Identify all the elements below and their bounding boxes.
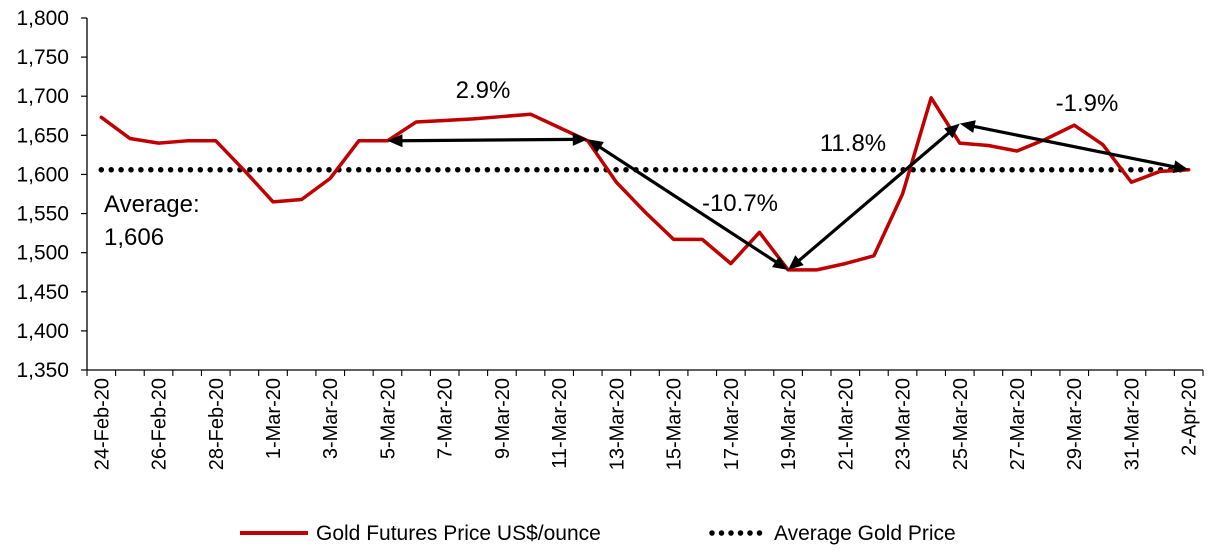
annotation-label-minus-1-9: -1.9%	[1056, 90, 1119, 117]
gold-price-line	[99, 96, 1191, 272]
annotation-label-minus-10-7: -10.7%	[702, 190, 778, 217]
annotation-arrow-head	[771, 256, 789, 270]
annotation-labels: 2.9% -10.7% 11.8% -1.9% Average: 1,606	[104, 77, 1118, 251]
y-tick-label: 1,400	[16, 320, 69, 343]
y-tick-label: 1,700	[16, 85, 69, 108]
x-tick-label: 1-Mar-20	[263, 378, 285, 459]
annotation-label-11-8: 11.8%	[820, 130, 886, 157]
x-tick-label: 28-Feb-20	[206, 378, 228, 470]
x-tick-label: 13-Mar-20	[606, 378, 628, 470]
x-tick-label: 5-Mar-20	[377, 378, 399, 459]
y-tick-label: 1,650	[16, 124, 69, 147]
y-tick-label: 1,450	[16, 281, 69, 304]
y-tick-label: 1,550	[16, 203, 69, 226]
x-tick-label: 29-Mar-20	[1064, 378, 1086, 470]
x-tick-label: 3-Mar-20	[320, 378, 342, 459]
annotation-arrow-head	[572, 132, 588, 146]
legend-label-gold: Gold Futures Price US$/ounce	[316, 522, 601, 545]
x-tick-label: 19-Mar-20	[778, 378, 800, 470]
annotation-arrow-head	[1172, 160, 1189, 174]
annotation-arrow-head	[587, 139, 604, 153]
y-axis: 1,350 1,400 1,450 1,500 1,550 1,600 1,650 1,700…	[16, 7, 88, 382]
annotation-arrow-head	[788, 255, 804, 270]
average-label-line1: Average:	[104, 191, 200, 218]
x-tick-label: 23-Mar-20	[893, 378, 915, 470]
x-tick-label: 15-Mar-20	[664, 378, 686, 470]
legend: Gold Futures Price US$/ounce Average Gol…	[240, 522, 956, 545]
y-tick-label: 1,750	[16, 46, 69, 69]
x-tick-label: 27-Mar-20	[1007, 378, 1029, 470]
annotation-arrow-head	[959, 120, 976, 133]
annotation-arrow-shaft	[399, 137, 576, 143]
x-tick-label: 9-Mar-20	[492, 378, 514, 459]
x-tick-label: 31-Mar-20	[1121, 378, 1143, 470]
annotation-arrow-shaft	[596, 144, 779, 265]
annotation-label-2-9: 2.9%	[456, 77, 511, 104]
y-tick-label: 1,800	[16, 7, 69, 30]
x-axis: 24-Feb-20 26-Feb-20 28-Feb-20 1-Mar-20 3-Mar…	[86, 369, 1204, 470]
x-tick-label: 21-Mar-20	[835, 378, 857, 470]
legend-label-average: Average Gold Price	[774, 522, 956, 545]
gold-series-line	[99, 96, 1191, 272]
x-tick-label: 17-Mar-20	[721, 378, 743, 470]
average-label-line2: 1,606	[104, 224, 164, 251]
x-tick-label: 2-Apr-20	[1179, 378, 1201, 456]
annotation-arrow-shaft	[971, 124, 1178, 169]
annotation-arrow-head	[944, 123, 960, 139]
y-tick-label: 1,500	[16, 242, 69, 265]
x-tick-label: 7-Mar-20	[435, 378, 457, 459]
annotation-arrows	[387, 120, 1189, 270]
annotation-arrow-shaft	[796, 130, 952, 264]
y-tick-label: 1,600	[16, 163, 69, 186]
x-tick-label: 11-Mar-20	[549, 378, 571, 469]
x-tick-label: 26-Feb-20	[149, 378, 171, 470]
x-tick-label: 24-Feb-20	[91, 378, 113, 470]
y-tick-label: 1,350	[16, 359, 69, 382]
annotation-arrow-head	[387, 134, 403, 148]
x-tick-label: 25-Mar-20	[950, 378, 972, 470]
